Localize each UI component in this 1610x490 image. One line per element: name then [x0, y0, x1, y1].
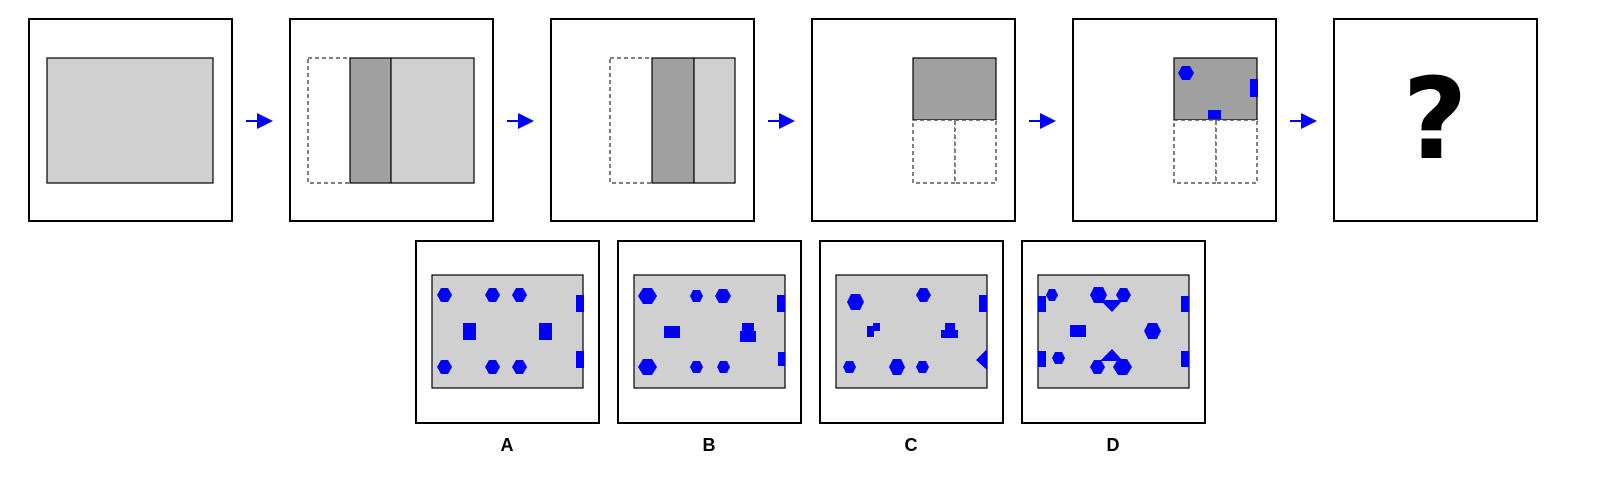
step-5-panel — [1072, 18, 1277, 222]
hexagon-hole-icon — [690, 290, 703, 302]
hexagon-hole-icon — [485, 360, 500, 374]
folded-away-area — [307, 57, 351, 184]
hexagon-hole-icon — [1052, 352, 1065, 364]
unfolded-paper — [835, 274, 988, 389]
folded-away-area — [1215, 119, 1258, 184]
square-hole-icon — [979, 295, 987, 312]
hexagon-hole-icon — [916, 361, 929, 373]
paper-sheet — [46, 57, 214, 184]
unfolded-paper — [633, 274, 786, 389]
answer-options: A B — [415, 240, 1206, 455]
hexagon-hole-icon — [889, 359, 905, 375]
square-hole-icon — [740, 331, 756, 342]
square-hole-icon — [1070, 325, 1086, 337]
triangle-hole-icon — [1100, 300, 1123, 312]
option-label: A — [501, 435, 514, 455]
step-4-panel — [811, 18, 1016, 222]
square-hole-icon — [1250, 79, 1258, 97]
hexagon-hole-icon — [638, 359, 657, 375]
square-hole-icon — [664, 326, 680, 338]
step-1-panel — [28, 18, 233, 222]
triangle-hole-icon — [976, 349, 987, 370]
hexagon-hole-icon — [437, 288, 452, 302]
hexagon-hole-icon — [512, 288, 527, 302]
hexagon-hole-icon — [1046, 289, 1058, 301]
step-3-panel — [550, 18, 755, 222]
square-hole-icon — [576, 295, 584, 312]
option-label: D — [1107, 435, 1120, 455]
sequence-row: ? — [28, 18, 1538, 222]
folded-away-area — [912, 119, 956, 184]
hexagon-hole-icon — [437, 360, 452, 374]
unfolded-paper — [1037, 274, 1190, 389]
option-b[interactable]: B — [617, 240, 802, 455]
square-hole-icon — [778, 352, 785, 366]
hexagon-hole-icon — [512, 360, 527, 374]
square-hole-icon — [1038, 351, 1046, 367]
square-hole-icon — [539, 323, 552, 340]
folded-away-area — [1173, 119, 1217, 184]
hexagon-hole-icon — [1090, 287, 1107, 303]
option-label: C — [905, 435, 918, 455]
square-hole-icon — [867, 326, 874, 337]
folded-away-area — [609, 57, 653, 184]
folded-layer — [912, 57, 997, 121]
square-hole-icon — [941, 330, 958, 338]
option-d[interactable]: D — [1021, 240, 1206, 455]
square-hole-icon — [742, 323, 754, 332]
option-c[interactable]: C — [819, 240, 1004, 455]
triangle-hole-icon — [1100, 349, 1123, 361]
hexagon-hole-icon — [715, 289, 731, 303]
hexagon-hole-icon — [1090, 360, 1105, 374]
square-hole-icon — [1181, 296, 1189, 312]
step-6-panel: ? — [1333, 18, 1538, 222]
hexagon-hole-icon — [1178, 66, 1194, 80]
folded-away-area — [954, 119, 997, 184]
hexagon-hole-icon — [638, 288, 657, 304]
question-mark: ? — [1403, 55, 1468, 185]
paper-sheet — [693, 57, 736, 184]
step-2-panel — [289, 18, 494, 222]
square-hole-icon — [1208, 110, 1221, 119]
hexagon-hole-icon — [847, 294, 864, 310]
hexagon-hole-icon — [1113, 359, 1132, 375]
square-hole-icon — [1038, 296, 1046, 312]
option-a[interactable]: A — [415, 240, 600, 455]
square-hole-icon — [873, 323, 880, 331]
unfolded-paper — [431, 274, 584, 389]
hexagon-hole-icon — [1144, 323, 1161, 339]
folded-layer — [349, 57, 392, 184]
hexagon-hole-icon — [1116, 288, 1131, 302]
square-hole-icon — [1181, 351, 1189, 367]
paper-sheet — [390, 57, 475, 184]
option-label: B — [703, 435, 716, 455]
square-hole-icon — [576, 351, 584, 368]
square-hole-icon — [777, 295, 785, 312]
hexagon-hole-icon — [843, 361, 856, 373]
square-hole-icon — [945, 323, 955, 331]
folded-layer — [651, 57, 695, 184]
square-hole-icon — [463, 323, 476, 340]
hexagon-hole-icon — [916, 288, 931, 302]
hexagon-hole-icon — [690, 361, 703, 373]
hexagon-hole-icon — [717, 361, 730, 373]
panel-frame — [1333, 18, 1538, 222]
hexagon-hole-icon — [485, 288, 500, 302]
